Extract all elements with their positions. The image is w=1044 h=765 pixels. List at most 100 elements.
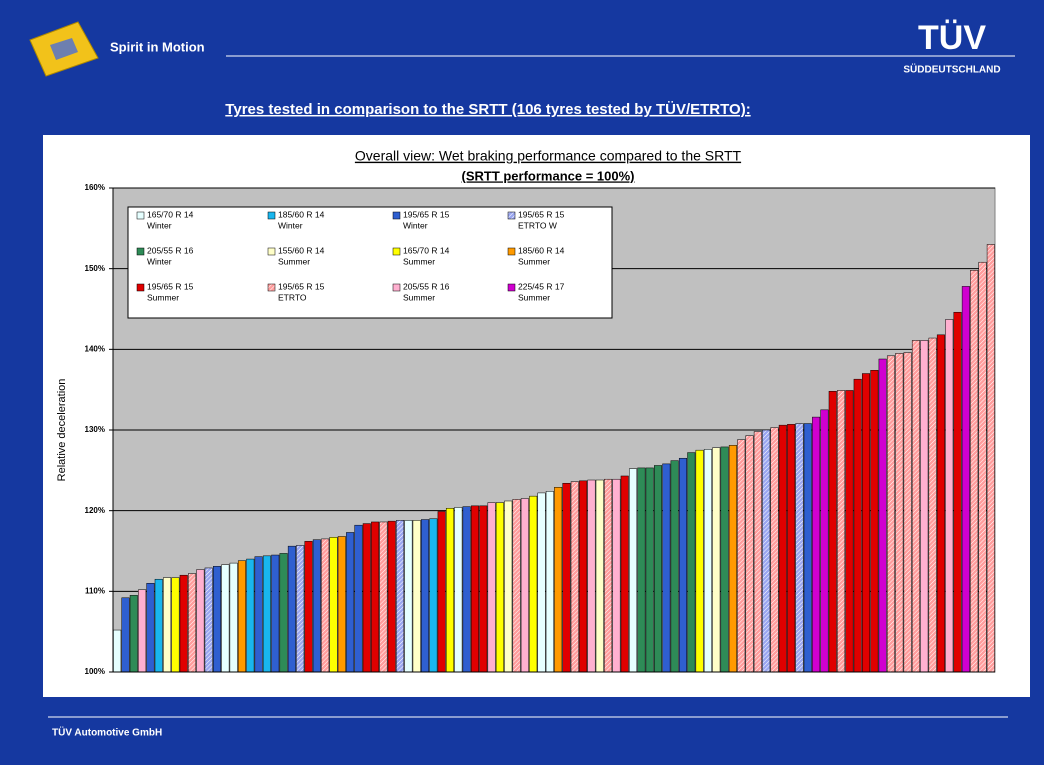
bar <box>853 378 862 673</box>
bar <box>487 502 496 673</box>
bar <box>346 532 355 673</box>
bar <box>820 409 829 673</box>
bar <box>421 519 430 673</box>
bar <box>138 589 147 673</box>
legend-kind: Summer <box>518 256 550 266</box>
heading: Tyres tested in comparison to the SRTT (… <box>225 101 750 118</box>
legend-kind: ETRTO W <box>518 220 557 230</box>
bar <box>828 391 837 673</box>
bar <box>146 583 155 673</box>
bar <box>936 334 945 673</box>
bar <box>903 352 912 673</box>
logo-mark <box>29 21 99 77</box>
y-tick-label: 160% <box>85 183 105 192</box>
bar <box>762 429 771 673</box>
bar <box>720 446 729 673</box>
y-tick-label: 140% <box>85 344 105 353</box>
bar <box>296 545 305 673</box>
bar <box>495 502 504 673</box>
legend-swatch <box>267 283 276 292</box>
plot: 100%110%120%130%140%150%160%165/70 R 14W… <box>85 183 996 676</box>
bar <box>204 567 213 673</box>
bar <box>645 467 654 673</box>
legend-kind: Winter <box>147 220 172 230</box>
legend-swatch <box>507 247 516 256</box>
bar <box>429 518 438 673</box>
bar <box>362 523 371 673</box>
bar <box>321 538 330 673</box>
legend-swatch <box>507 283 516 292</box>
legend-size: 185/60 R 14 <box>518 245 565 255</box>
bar <box>670 460 679 673</box>
bar <box>371 521 380 673</box>
bar <box>287 545 296 673</box>
bar <box>504 500 513 673</box>
bar <box>445 507 455 673</box>
bar <box>870 370 879 673</box>
y-tick-label: 130% <box>85 425 105 434</box>
bar <box>579 480 588 673</box>
bar <box>254 556 263 673</box>
bar <box>862 373 871 673</box>
bar <box>653 465 663 673</box>
bar <box>886 355 896 673</box>
bar <box>554 487 563 673</box>
bar <box>537 492 546 673</box>
bar <box>163 577 172 673</box>
legend-swatch <box>136 247 145 256</box>
bar <box>304 541 313 673</box>
y-axis-label: Relative deceleration <box>56 379 68 482</box>
bar <box>404 520 413 673</box>
bar <box>837 390 846 673</box>
legend-kind: Winter <box>147 256 172 266</box>
legend-size: 195/65 R 15 <box>278 281 325 291</box>
bar <box>620 475 629 673</box>
legend-kind: Summer <box>278 256 310 266</box>
legend-swatch <box>392 283 401 292</box>
legend-size: 205/55 R 16 <box>403 281 450 291</box>
legend-swatch <box>267 247 276 256</box>
legend-size: 165/70 R 14 <box>147 209 194 219</box>
bar <box>154 578 163 673</box>
legend-kind: ETRTO <box>278 292 307 302</box>
bar <box>179 574 188 673</box>
bar <box>237 560 246 673</box>
bar <box>953 311 962 673</box>
bar <box>454 507 463 673</box>
chart-subtitle: (SRTT performance = 100%) <box>461 168 634 183</box>
legend-size: 195/65 R 15 <box>147 281 194 291</box>
bar <box>712 447 721 673</box>
bar <box>396 520 405 673</box>
bar <box>262 555 271 673</box>
bar <box>753 431 762 673</box>
chart-title: Overall view: Wet braking performance co… <box>355 148 742 164</box>
bar <box>703 449 712 673</box>
legend-swatch <box>507 211 516 220</box>
bar <box>895 353 904 673</box>
bar <box>437 511 446 673</box>
y-tick-label: 150% <box>85 264 105 273</box>
bar <box>520 498 529 673</box>
bar <box>845 390 854 673</box>
bar <box>412 520 421 673</box>
bar <box>612 478 621 673</box>
bar <box>229 562 238 673</box>
bar <box>387 520 396 673</box>
legend-size: 195/65 R 15 <box>403 209 450 219</box>
bar <box>512 499 521 673</box>
bar <box>595 479 604 673</box>
legend-size: 225/45 R 17 <box>518 281 565 291</box>
bar <box>986 244 995 673</box>
legend-swatch <box>392 211 401 220</box>
bar <box>337 536 346 673</box>
legend-size: 195/65 R 15 <box>518 209 565 219</box>
bar <box>221 564 230 673</box>
bar <box>121 597 130 673</box>
bar <box>778 424 787 673</box>
bar <box>662 463 671 673</box>
bar <box>196 569 205 673</box>
logo-text: TÜV <box>918 19 986 57</box>
legend-size: 205/55 R 16 <box>147 245 194 255</box>
bar <box>812 416 821 673</box>
